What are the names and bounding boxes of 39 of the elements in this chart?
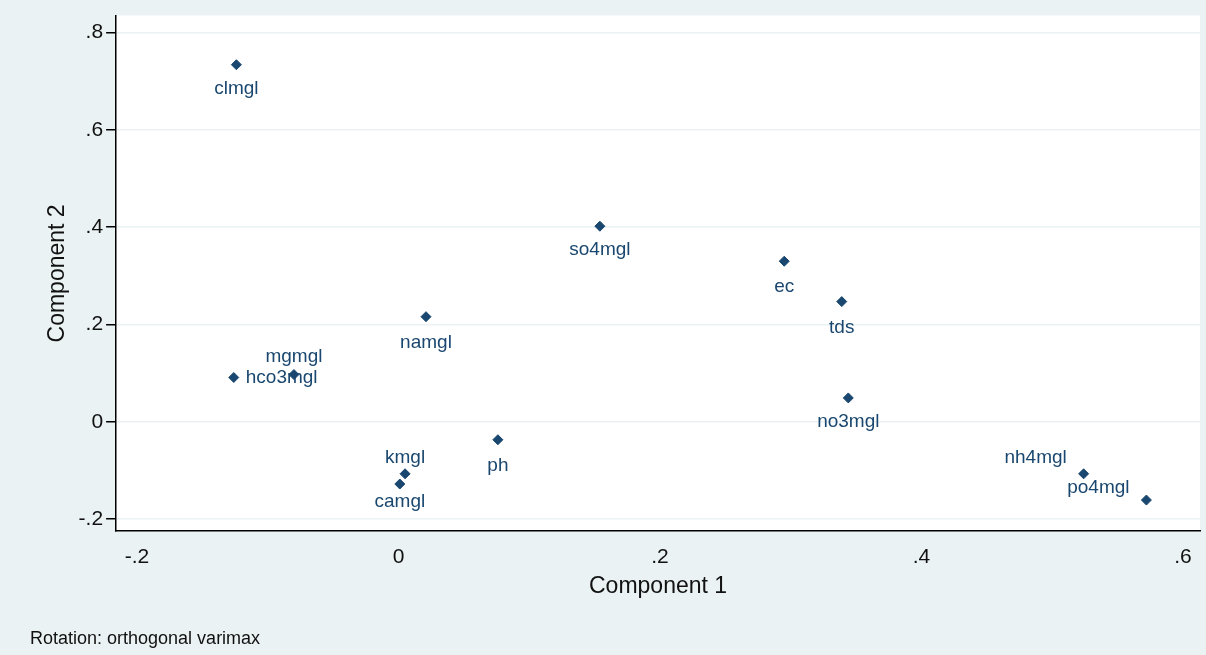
y-tick-label: .2 <box>85 311 104 335</box>
point <box>836 296 848 308</box>
point <box>228 371 240 383</box>
x-tick-label: 0 <box>392 543 405 567</box>
data-label: hco3mgl <box>245 365 318 387</box>
x-tick-label: -.2 <box>124 543 150 567</box>
data-label: so4mgl <box>569 238 631 260</box>
point <box>842 392 854 404</box>
y-tick-label: .8 <box>85 19 104 43</box>
point <box>492 434 504 446</box>
data-label: namgl <box>400 330 452 352</box>
data-label: po4mgl <box>1067 476 1130 498</box>
data-label: mgmgl <box>265 344 323 366</box>
x-tick-label: .4 <box>912 543 931 567</box>
point <box>420 311 432 323</box>
x-tick-label: .2 <box>651 543 669 567</box>
data-label: clmgl <box>214 76 259 98</box>
data-label: tds <box>829 315 855 337</box>
y-axis-title: Component 2 <box>43 204 70 343</box>
data-label: ec <box>774 275 795 297</box>
point <box>778 255 790 267</box>
point <box>1140 494 1152 506</box>
point <box>399 468 411 480</box>
point <box>1078 468 1090 480</box>
data-label: no3mgl <box>817 410 880 432</box>
x-axis-title: Component 1 <box>589 571 728 598</box>
y-tick-label: 0 <box>91 408 104 432</box>
data-label: nh4mgl <box>1004 446 1067 468</box>
y-tick-label: .4 <box>85 213 104 237</box>
x-tick-label: .6 <box>1174 543 1192 567</box>
data-label: camgl <box>374 490 426 512</box>
data-label: ph <box>487 453 509 475</box>
point <box>230 59 242 71</box>
y-tick-label: .6 <box>85 116 104 140</box>
point <box>594 220 606 232</box>
text: Rotation: orthogonal varimax <box>30 628 261 649</box>
point <box>394 478 406 490</box>
data-label: kmgl <box>385 446 426 468</box>
y-tick-label: -.2 <box>78 505 104 529</box>
